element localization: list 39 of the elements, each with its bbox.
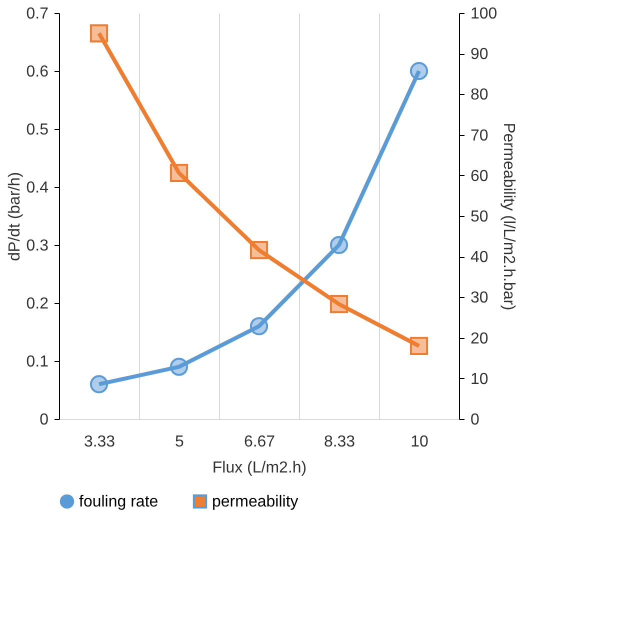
point [90,375,108,394]
point [250,317,268,336]
y2-tick-label: 50 [470,208,488,226]
point [170,164,188,182]
point [330,295,348,314]
y2-tick-label: 90 [470,46,488,64]
x-tick-label: 10 [410,434,428,450]
y2-tick-label: 20 [470,330,488,348]
y-tick-label: 0.7 [26,6,49,22]
point [250,241,268,260]
point [410,62,428,80]
point [330,236,348,254]
y2-tick-label: 0 [470,412,480,428]
x-tick-label: 3.33 [84,434,116,450]
legend-label: fouling rate [79,493,158,510]
point [90,24,108,42]
y-tick-label: 0.3 [26,238,49,254]
x-tick-label: 5 [175,434,184,450]
y2-tick-label: 60 [470,168,488,185]
y-axis-title: dP/dt (bar/h) [6,172,24,261]
y2-axis-title: Permeability (l/L/m2.h.bar) [500,122,518,310]
y2-tick-label: 80 [470,86,488,104]
point [410,336,428,355]
y-tick-label: 0 [40,412,49,428]
y2-tick-label: 10 [470,370,488,388]
y2-tick-label: 40 [470,249,488,266]
legend-label: permeability [212,493,298,510]
x-tick-label: 8.33 [324,434,356,450]
x-axis-title: Flux (L/m2.h) [212,460,307,476]
y-tick-label: 0.1 [26,354,49,370]
y2-tick-label: 100 [470,6,498,22]
y-tick-label: 0.6 [26,64,49,80]
x-tick-label: 6.67 [244,434,276,450]
y2-tick-label: 70 [470,127,488,144]
y-tick-label: 0.2 [26,296,49,312]
y-tick-label: 0.4 [26,180,49,196]
y2-tick-label: 30 [470,290,488,307]
y-tick-label: 0.5 [26,122,49,138]
point [170,358,188,376]
